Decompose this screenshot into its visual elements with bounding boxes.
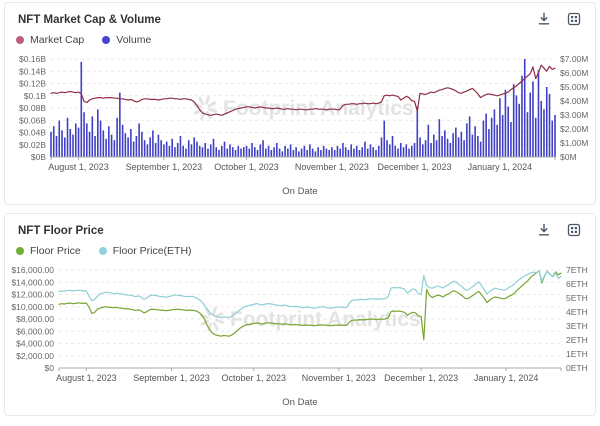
svg-text:November 1, 2023: November 1, 2023 xyxy=(302,373,376,383)
legend-item[interactable]: Volume xyxy=(102,34,151,46)
legend-dot-icon xyxy=(102,36,111,44)
footprint-watermark: Footprint Analytics xyxy=(192,95,414,121)
floor-price-eth--line xyxy=(58,270,562,319)
x-axis: August 1, 2023 September 1, 2023 October 1… xyxy=(56,367,562,383)
legend-label: Floor Price(ETH) xyxy=(112,245,192,257)
svg-text:$0.08B: $0.08B xyxy=(19,103,46,113)
svg-text:$6.00M: $6.00M xyxy=(560,68,588,78)
x-axis: August 1, 2023 September 1, 2023 October 1… xyxy=(48,156,556,172)
chart-toolbar xyxy=(537,12,581,26)
svg-text:December 1, 2023: December 1, 2023 xyxy=(384,373,458,383)
svg-text:January 1, 2024: January 1, 2024 xyxy=(468,162,533,172)
legend-item[interactable]: Floor Price(ETH) xyxy=(98,245,192,257)
svg-text:$10,000.00: $10,000.00 xyxy=(11,302,54,312)
svg-text:$4.00M: $4.00M xyxy=(560,96,588,106)
svg-text:7ETH: 7ETH xyxy=(566,265,588,275)
svg-text:Footprint Analytics: Footprint Analytics xyxy=(223,97,414,120)
svg-text:$6,000.00: $6,000.00 xyxy=(16,326,54,336)
svg-text:August 1, 2023: August 1, 2023 xyxy=(48,162,109,172)
right-axis-labels: $7.00M $6.00M $5.00M $4.00M $3.00M $2.00M $1.0… xyxy=(560,54,588,162)
svg-text:Footprint Analytics: Footprint Analytics xyxy=(230,308,421,331)
right-axis-labels: 7ETH 6ETH 5ETH 4ETH 3ETH 2ETH 1ETH 0ETH xyxy=(566,265,588,373)
legend-label: Volume xyxy=(116,34,152,46)
svg-text:$0.04B: $0.04B xyxy=(19,128,46,138)
chart-toolbar xyxy=(537,223,581,237)
gridlines xyxy=(51,58,555,146)
svg-text:$12,000.00: $12,000.00 xyxy=(11,290,54,300)
embed-icon[interactable] xyxy=(567,223,581,237)
svg-text:$0.14B: $0.14B xyxy=(19,66,46,76)
svg-text:$2.00M: $2.00M xyxy=(560,124,588,134)
svg-text:$5.00M: $5.00M xyxy=(560,82,588,92)
download-icon[interactable] xyxy=(537,12,551,26)
x-axis-title: On Date xyxy=(282,397,318,408)
svg-text:$0M: $0M xyxy=(560,152,577,162)
svg-text:November 1, 2023: November 1, 2023 xyxy=(295,162,369,172)
market-cap-volume-card: NFT Market Cap & Volume Market Cap Volume… xyxy=(4,2,596,205)
chart-title: NFT Market Cap & Volume xyxy=(18,14,161,26)
left-axis-labels: $0.16B $0.14B $0.12B $0.1B $0.08B $0.06B $0.04… xyxy=(19,54,46,162)
svg-text:5ETH: 5ETH xyxy=(566,293,588,303)
svg-text:4ETH: 4ETH xyxy=(566,307,588,317)
svg-text:October 1, 2023: October 1, 2023 xyxy=(214,162,279,172)
svg-text:January 1, 2024: January 1, 2024 xyxy=(474,373,539,383)
x-axis-title: On Date xyxy=(282,186,318,197)
download-icon[interactable] xyxy=(537,223,551,237)
svg-text:$0B: $0B xyxy=(31,152,46,162)
volume-bars xyxy=(50,59,556,157)
legend-item[interactable]: Market Cap xyxy=(16,34,84,46)
chart-title: NFT Floor Price xyxy=(18,225,104,237)
svg-text:$7.00M: $7.00M xyxy=(560,54,588,64)
svg-text:$0.12B: $0.12B xyxy=(19,79,46,89)
legend-label: Market Cap xyxy=(30,34,85,46)
svg-text:$4,000.00: $4,000.00 xyxy=(16,339,54,349)
svg-text:3ETH: 3ETH xyxy=(566,321,588,331)
svg-text:September 1, 2023: September 1, 2023 xyxy=(126,162,203,172)
svg-text:1ETH: 1ETH xyxy=(566,349,588,359)
svg-text:$2,000.00: $2,000.00 xyxy=(16,351,54,361)
svg-text:$3.00M: $3.00M xyxy=(560,110,588,120)
footprint-watermark: Footprint Analytics xyxy=(199,306,421,332)
legend-item[interactable]: Floor Price xyxy=(16,245,81,257)
floor-price-line xyxy=(58,269,562,341)
svg-text:$0.02B: $0.02B xyxy=(19,140,46,150)
embed-icon[interactable] xyxy=(567,12,581,26)
svg-text:2ETH: 2ETH xyxy=(566,335,588,345)
market-cap-volume-chart[interactable]: Footprint Analytics$0.16B$0.14B$0.12B$0.… xyxy=(5,53,597,177)
svg-text:August 1, 2023: August 1, 2023 xyxy=(56,373,117,383)
svg-text:$0: $0 xyxy=(45,363,55,373)
svg-text:$0.16B: $0.16B xyxy=(19,54,46,64)
svg-text:$0.1B: $0.1B xyxy=(24,91,47,101)
svg-text:$8,000.00: $8,000.00 xyxy=(16,314,54,324)
svg-text:0ETH: 0ETH xyxy=(566,363,588,373)
legend-label: Floor Price xyxy=(30,245,81,257)
legend-dot-icon xyxy=(16,247,24,255)
svg-text:October 1, 2023: October 1, 2023 xyxy=(221,373,286,383)
svg-text:$1.00M: $1.00M xyxy=(560,138,588,148)
legend-dot-icon xyxy=(16,36,24,44)
legend-dot-icon xyxy=(98,247,107,255)
floor-price-card: NFT Floor Price Floor Price Floor Price(E… xyxy=(4,213,596,416)
chart-legend: Floor Price Floor Price(ETH) xyxy=(16,245,192,257)
svg-text:$16,000.00: $16,000.00 xyxy=(11,265,54,275)
chart-legend: Market Cap Volume xyxy=(16,34,151,46)
market-cap-line xyxy=(50,64,556,116)
svg-text:$14,000.00: $14,000.00 xyxy=(11,277,54,287)
left-axis-labels: $16,000.00 $14,000.00 $12,000.00 $10,000.00… xyxy=(11,265,54,373)
svg-text:6ETH: 6ETH xyxy=(566,279,588,289)
svg-text:September 1, 2023: September 1, 2023 xyxy=(133,373,210,383)
svg-text:$0.06B: $0.06B xyxy=(19,115,46,125)
floor-price-chart[interactable]: Footprint Analytics$16,000.00$14,000.00$… xyxy=(5,264,597,388)
svg-text:December 1, 2023: December 1, 2023 xyxy=(378,162,452,172)
